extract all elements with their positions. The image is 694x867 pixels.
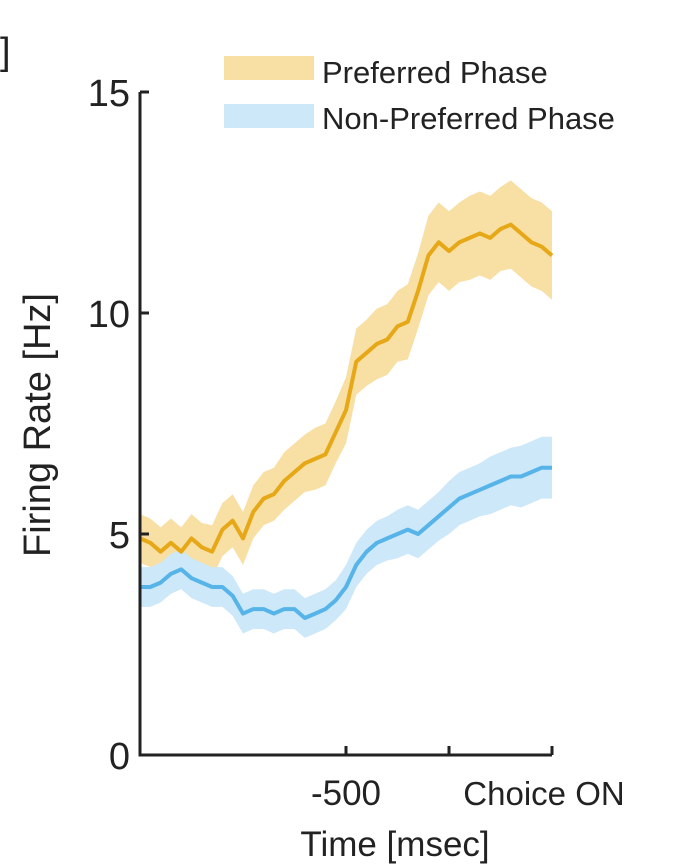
legend-label-preferred: Preferred Phase — [322, 55, 548, 90]
y-tick-label: 5 — [109, 515, 130, 557]
legend-label-non-preferred: Non-Preferred Phase — [322, 101, 615, 136]
y-tick-label: 10 — [88, 294, 130, 336]
x-axis-label: Time [msec] — [300, 825, 489, 864]
series-lines — [139, 222, 554, 620]
x-tick-label: -500 — [311, 774, 381, 813]
y-tick-label: 0 — [109, 736, 130, 778]
y-axis-label: Firing Rate [Hz] — [17, 293, 59, 557]
axes: 0 5 10 15 -500 Choice ON — [88, 73, 625, 813]
x-tick-label: Choice ON — [463, 775, 624, 812]
error-bands — [140, 180, 552, 638]
legend-swatch-non-preferred — [224, 104, 314, 128]
legend: Preferred Phase Non-Preferred Phase — [224, 55, 615, 136]
error-band-preferred — [140, 180, 552, 579]
series-line-non-preferred — [140, 465, 552, 620]
legend-swatch-preferred — [224, 56, 314, 80]
error-band-non-preferred — [140, 436, 552, 638]
panel-label: ] — [0, 31, 11, 73]
series-line-preferred — [139, 222, 554, 554]
y-tick-label: 15 — [88, 73, 130, 115]
